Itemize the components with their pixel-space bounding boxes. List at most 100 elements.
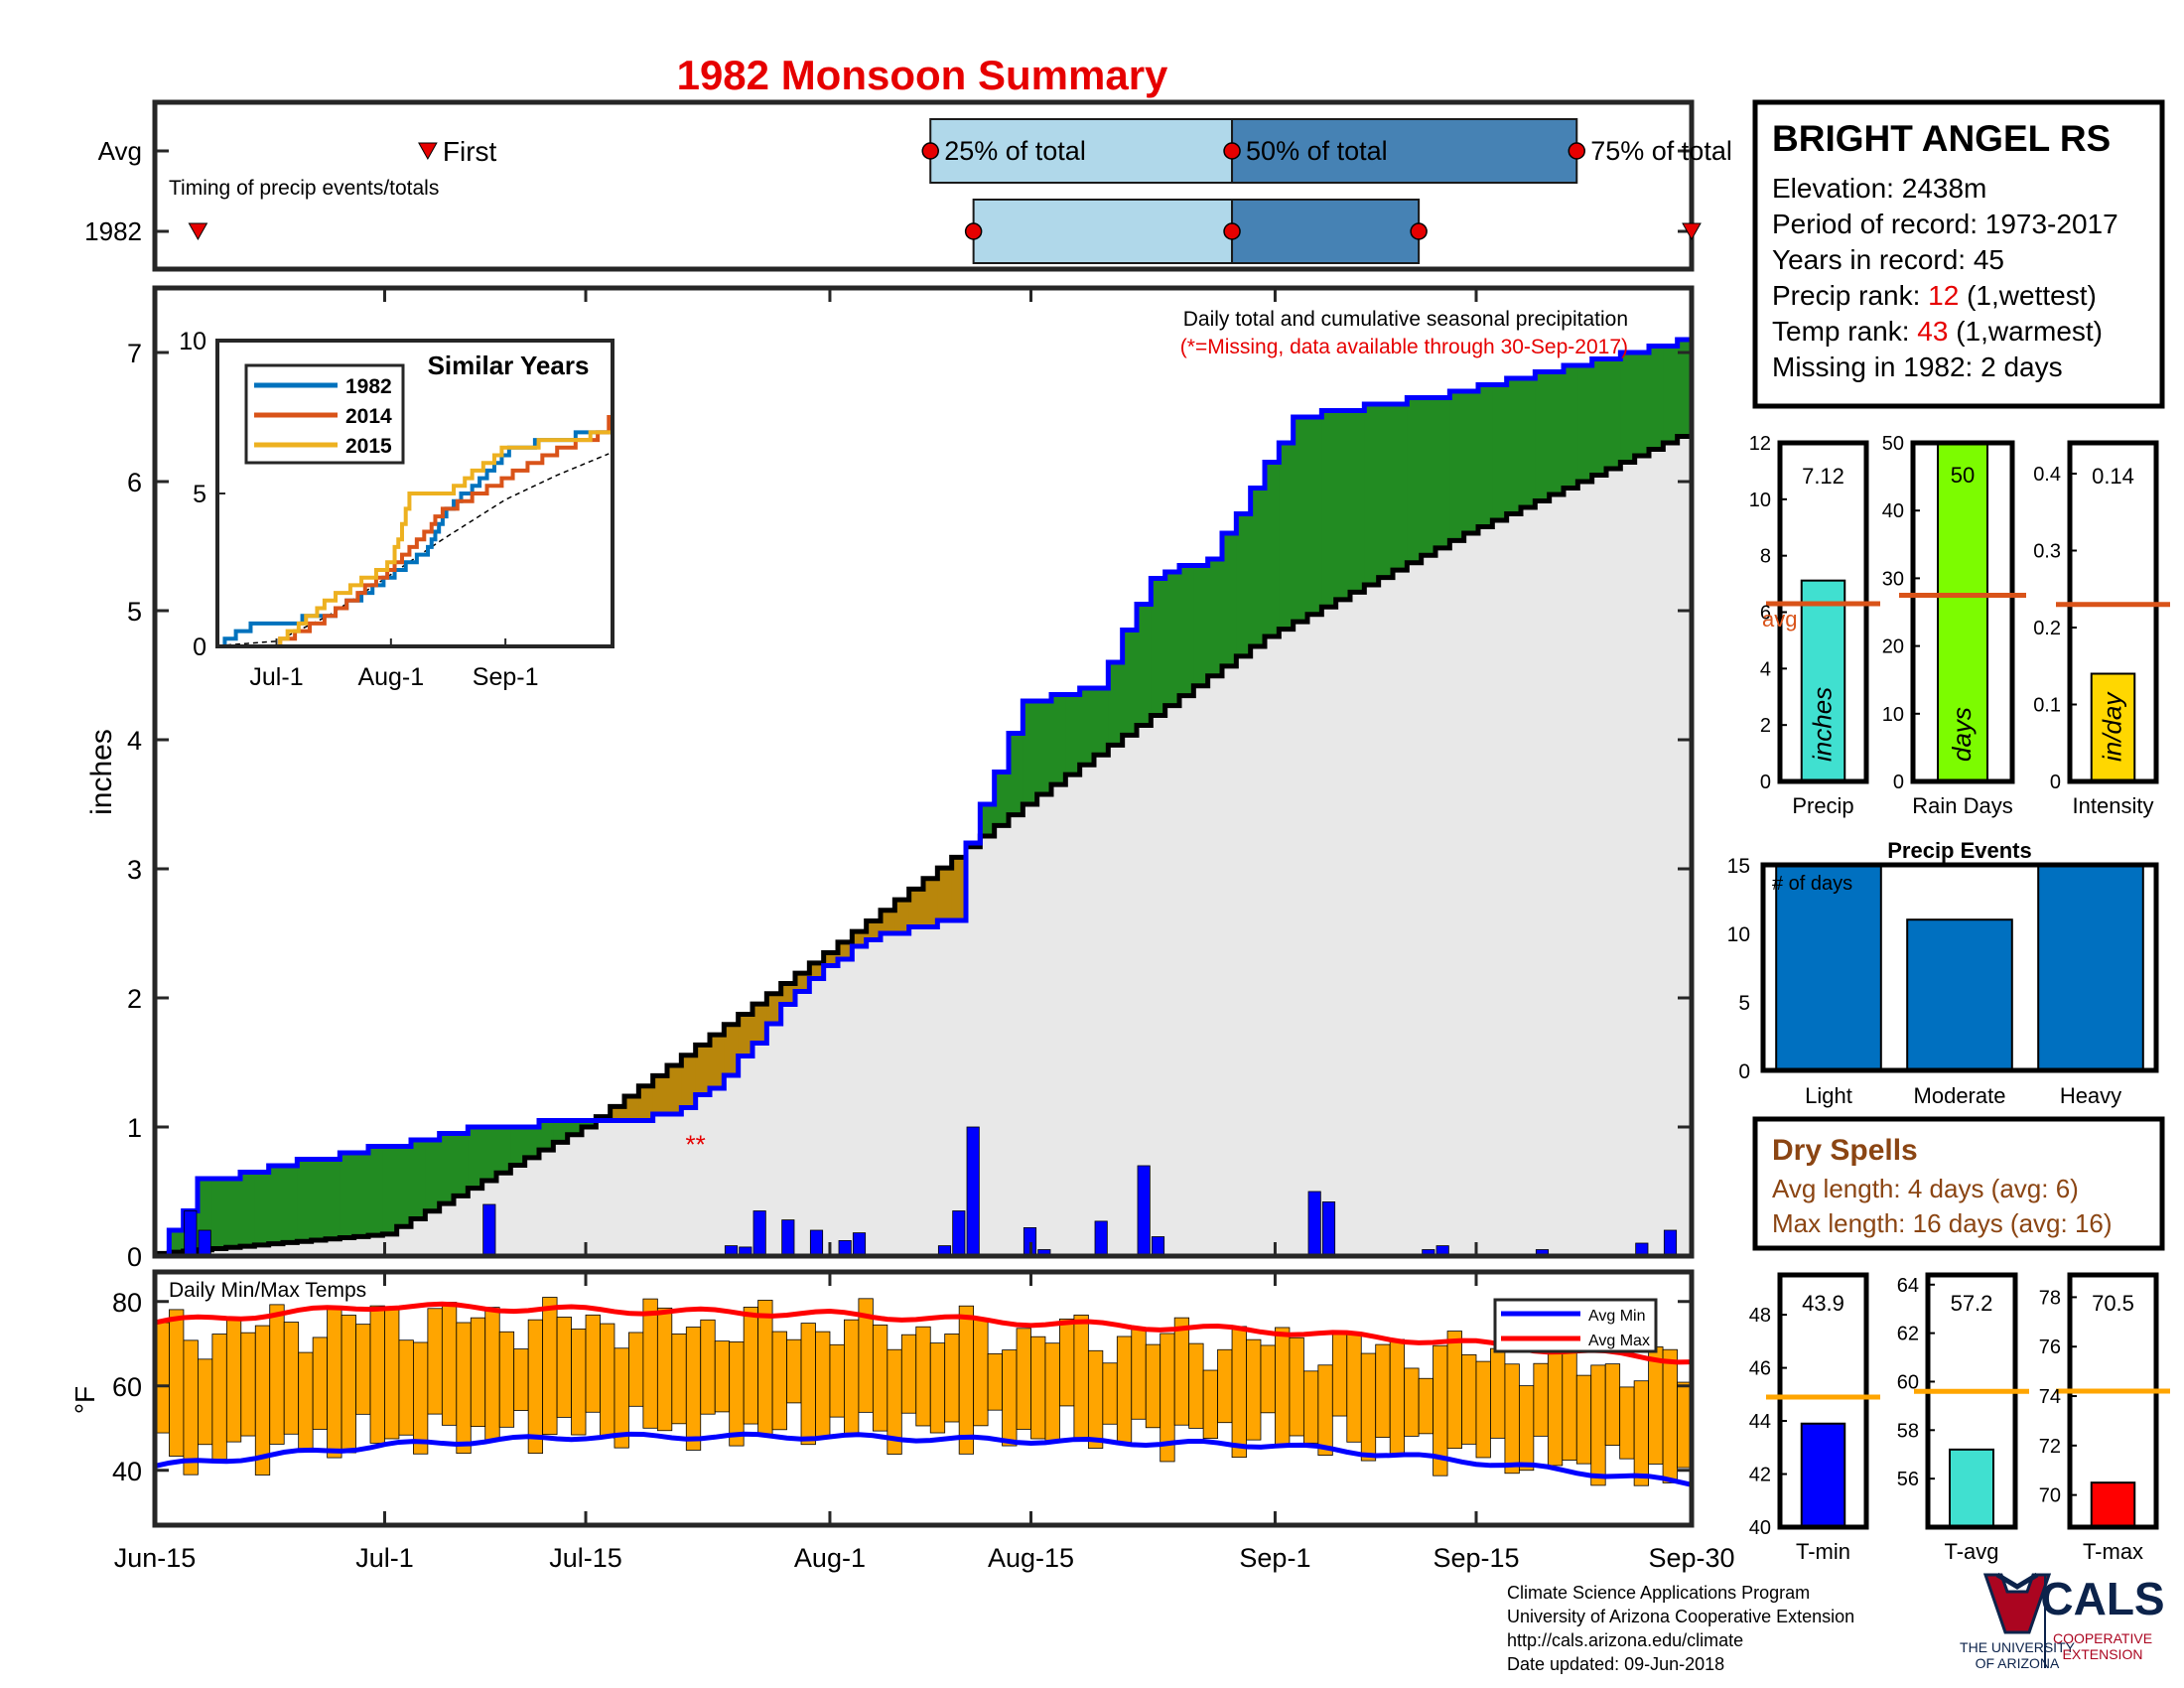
temp-range-bar — [1590, 1364, 1606, 1486]
raindays-summary-axis-label: Rain Days — [1912, 793, 2012, 818]
raindays-summary-unit-label: days — [1947, 707, 1977, 762]
date-xtick-label: Sep-15 — [1433, 1543, 1519, 1573]
station-info-suffix: (1,wettest) — [1959, 280, 2096, 311]
temp-range-bar — [729, 1340, 745, 1447]
intensity-summary-value-bar — [2090, 672, 2136, 782]
temp-range-bar — [1059, 1318, 1075, 1407]
tavg-summary-ytick-label: 56 — [1897, 1469, 1919, 1490]
daily-precip-bar — [966, 1126, 980, 1257]
tmin-summary-value-label: 43.9 — [1802, 1291, 1844, 1316]
tavg-summary-ytick-label: 64 — [1897, 1275, 1919, 1297]
date-xtick-label: Sep-30 — [1648, 1543, 1734, 1573]
above-avg-band — [454, 1133, 469, 1196]
below-avg-band — [610, 1106, 625, 1121]
temp-range-bar — [1275, 1327, 1291, 1447]
intensity-summary-ytick-label: 0.3 — [2033, 541, 2061, 563]
below-avg-band — [809, 962, 825, 979]
cals-logo-sub-2: EXTENSION — [2063, 1646, 2143, 1662]
temp-range-bar — [269, 1304, 285, 1445]
temp-range-bar — [1102, 1362, 1118, 1425]
temp-ytick-label: 60 — [112, 1372, 142, 1402]
inset-legend-label: 2015 — [345, 435, 392, 458]
temp-range-bar — [1044, 1342, 1060, 1442]
temp-range-bar — [1633, 1380, 1649, 1486]
above-avg-band — [1478, 384, 1493, 527]
above-avg-band — [1293, 417, 1308, 623]
temp-range-bar — [656, 1307, 673, 1432]
date-xtick-label: Aug-15 — [988, 1543, 1074, 1573]
temp-range-bar — [1475, 1360, 1491, 1459]
station-info-line: Period of record: 1973-2017 — [1772, 209, 2118, 239]
station-info-suffix: (1,warmest) — [1948, 316, 2103, 347]
station-info-label: Missing in 1982: 2 days — [1772, 352, 2063, 382]
above-avg-band — [1393, 404, 1408, 571]
temp-range-bar — [413, 1341, 429, 1455]
temp-range-bar — [685, 1327, 702, 1451]
below-avg-band — [838, 941, 853, 959]
ua-logo-text-2: OF ARIZONA — [1976, 1655, 2060, 1671]
temp-range-bar — [1188, 1342, 1204, 1429]
precip-summary-ytick-label: 12 — [1749, 433, 1771, 455]
temp-range-bar — [1302, 1370, 1319, 1444]
above-avg-band — [1321, 410, 1337, 608]
inset-series-1982 — [217, 430, 613, 648]
temp-ytick-label: 40 — [112, 1457, 142, 1486]
event-category-label: Light — [1805, 1083, 1852, 1108]
above-avg-band — [1036, 701, 1052, 795]
intensity-summary-ytick-label: 0.2 — [2033, 618, 2061, 639]
above-avg-band — [396, 1146, 412, 1227]
above-avg-band — [1108, 662, 1124, 746]
precip-summary-ytick-label: 0 — [1760, 772, 1771, 793]
below-avg-band — [923, 878, 938, 927]
timing-row-label-avg: Avg — [98, 136, 142, 166]
tavg-summary-frame — [1925, 1272, 2018, 1530]
temp-range-bar — [1260, 1344, 1276, 1414]
date-xtick-label: Jul-1 — [355, 1543, 414, 1573]
below-avg-band — [724, 1024, 740, 1075]
tmax-summary-axis-label: T-max — [2083, 1539, 2143, 1564]
temp-range-bar — [1087, 1349, 1104, 1449]
above-avg-band — [1677, 340, 1693, 437]
above-avg-band — [1350, 410, 1365, 593]
above-avg-band — [382, 1146, 398, 1234]
timing-avg-box-25-50 — [929, 118, 1234, 184]
temp-range-bar — [1490, 1347, 1506, 1439]
above-avg-band — [411, 1140, 426, 1219]
station-info-label: Elevation: 2438m — [1772, 173, 1986, 204]
station-info-box — [1752, 99, 2165, 409]
temp-range-bar — [958, 1305, 975, 1455]
temp-range-bar — [441, 1302, 458, 1426]
temp-range-bar — [556, 1317, 572, 1418]
above-avg-band — [1564, 365, 1578, 489]
temp-range-bar — [1404, 1367, 1420, 1437]
above-avg-band — [1279, 443, 1295, 630]
events-ytick-label: 10 — [1727, 923, 1750, 946]
temp-range-bar — [1375, 1343, 1391, 1438]
daily-precip-bar — [1151, 1236, 1165, 1257]
above-avg-band — [1151, 578, 1166, 716]
intensity-summary-frame — [2067, 440, 2159, 784]
above-avg-band — [1620, 352, 1636, 463]
tmax-summary-ytick-label: 78 — [2039, 1287, 2061, 1309]
temp-range-bar — [1173, 1317, 1190, 1426]
above-avg-band — [1634, 352, 1650, 456]
inset-xtick-label: Sep-1 — [473, 663, 539, 691]
above-avg-band — [567, 1120, 583, 1135]
intensity-summary-ytick-label: 0.4 — [2033, 464, 2061, 486]
footer-line: University of Arizona Cooperative Extens… — [1507, 1607, 1854, 1626]
tmin-summary-ytick-label: 40 — [1749, 1517, 1771, 1539]
above-avg-band — [1577, 365, 1593, 482]
above-avg-band — [1421, 397, 1436, 556]
station-info-line: Missing in 1982: 2 days — [1772, 352, 2063, 382]
temp-ytick-label: 80 — [112, 1288, 142, 1318]
timing-year-marker-p75 — [1410, 222, 1428, 240]
event-bar-moderate — [1906, 918, 2013, 1072]
main-plot-frame — [152, 285, 1695, 1259]
tmin-summary-ytick-label: 46 — [1749, 1358, 1771, 1380]
precip-summary-ytick-label: 2 — [1760, 715, 1771, 737]
below-avg-band — [695, 1045, 711, 1095]
daily-precip-bar — [184, 1210, 198, 1257]
above-avg-band — [368, 1146, 383, 1236]
timing-avg-marker-p25 — [921, 142, 939, 160]
daily-precip-bar — [752, 1210, 766, 1257]
